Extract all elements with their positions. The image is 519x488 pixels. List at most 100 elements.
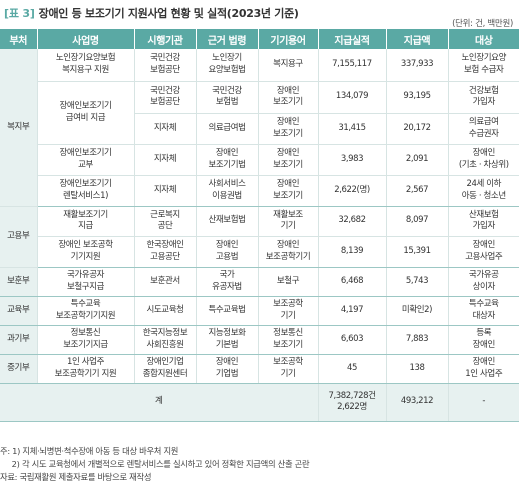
amount-cell: 미확인2): [385, 296, 448, 326]
law-cell: 국민건강 보험법: [195, 81, 258, 114]
target-cell: 24세 이하 아동 · 청소년: [447, 175, 519, 207]
ministry-cell: 복지부: [0, 49, 37, 207]
term-cell: 보철구: [257, 267, 318, 297]
term-cell: 장애인 보조기기: [257, 175, 318, 207]
agency-cell: 한국장애인 고용공단: [133, 236, 196, 268]
count-cell: 32,682: [317, 206, 386, 237]
law-cell: 장애인 기업법: [195, 354, 258, 384]
program-cell: 재활보조기기 지급: [36, 206, 134, 237]
target-cell: 국가유공 상이자: [447, 267, 519, 297]
term-cell: 재활보조 기기: [257, 206, 318, 237]
amount-cell: 5,743: [385, 267, 448, 297]
table-row: 과기부 정보통신 보조기기지급 한국지능정보 사회진흥원 지능정보화 기본법 정…: [0, 325, 519, 355]
header-amount: 지급액: [386, 29, 449, 49]
footnote-1: 주: 1) 지체·뇌병변·척수장애 아동 등 대상 바우처 지원: [0, 446, 179, 456]
law-cell: 장애인 고용법: [195, 236, 258, 268]
count-cell: 31,415: [317, 113, 386, 145]
term-cell: 장애인 보조공학기기: [257, 236, 318, 268]
target-cell: 특수교육 대상자: [447, 296, 519, 326]
table-row: 장애인보조기기 교부 지자체 장애인 보조기기법 장애인 보조기기 3,983 …: [0, 144, 519, 176]
amount-cell: 2,567: [385, 175, 448, 207]
term-cell: 보조공학 기기: [257, 354, 318, 384]
program-cell: 국가유공자 보철구지급: [36, 267, 134, 297]
source-note: 자료: 국립재활원 제출자료를 바탕으로 재작성: [0, 472, 152, 482]
header-agency: 시행기관: [134, 29, 197, 49]
amount-cell: 93,195: [385, 81, 448, 114]
count-cell: 134,079: [317, 81, 386, 114]
ministry-cell: 교육부: [0, 296, 37, 326]
target-cell: 장애인 (기초 · 차상위): [447, 144, 519, 176]
program-cell: 장애인보조기기 렌탈서비스1): [36, 175, 134, 207]
law-cell: 장애인 보조기기법: [195, 144, 258, 176]
table-row: 장애인보조기기 렌탈서비스1) 지자체 사회서비스 이용권법 장애인 보조기기 …: [0, 175, 519, 207]
count-cell: 6,603: [317, 325, 386, 355]
program-cell: 1인 사업주 보조공학기기 지원: [36, 354, 134, 384]
amount-cell: 138: [385, 354, 448, 384]
total-target: -: [447, 382, 519, 422]
table-row: 복지부 노인장기요양보험 복지용구 지원 국민건강 보험공단 노인장기 요양보험…: [0, 49, 519, 207]
header-count: 지급실적: [318, 29, 387, 49]
program-cell: 노인장기요양보험 복지용구 지원: [36, 49, 134, 82]
support-program-table: 부처 사업명 시행기관 근거 법령 기기용어 지급실적 지급액 대상 복지부 노…: [0, 29, 519, 422]
term-cell: 보조공학 기기: [257, 296, 318, 326]
term-cell: 정보통신 보조기기: [257, 325, 318, 355]
amount-cell: 8,097: [385, 206, 448, 237]
law-cell: 지능정보화 기본법: [195, 325, 258, 355]
agency-cell: 지자체: [133, 113, 196, 145]
agency-cell: 근로복지 공단: [133, 206, 196, 237]
total-row: 계 7,382,728건 2,622명 493,212 -: [0, 382, 519, 422]
program-cell: 정보통신 보조기기지급: [36, 325, 134, 355]
agency-cell: 보훈관서: [133, 267, 196, 297]
agency-cell: 장애인기업 종합지원센터: [133, 354, 196, 384]
target-cell: 의료급여 수급권자: [447, 113, 519, 145]
header-term: 기기용어: [258, 29, 319, 49]
count-cell: 2,622(명): [317, 175, 386, 207]
agency-cell: 지자체: [133, 175, 196, 207]
target-cell: 장애인 고용사업주: [447, 236, 519, 268]
target-cell: 산재보험 가입자: [447, 206, 519, 237]
total-label: 계: [0, 382, 318, 422]
term-cell: 복지용구: [257, 49, 318, 82]
amount-cell: 20,172: [385, 113, 448, 145]
count-cell: 6,468: [317, 267, 386, 297]
law-cell: 사회서비스 이용권법: [195, 175, 258, 207]
total-count: 7,382,728건 2,622명: [317, 382, 386, 422]
table-row: 고용부 재활보조기기 지급 근로복지 공단 산재보험법 재활보조 기기 32,6…: [0, 206, 519, 268]
amount-cell: 2,091: [385, 144, 448, 176]
law-cell: 국가 유공자법: [195, 267, 258, 297]
amount-cell: 15,391: [385, 236, 448, 268]
agency-cell: 시도교육청: [133, 296, 196, 326]
term-cell: 장애인 보조기기: [257, 113, 318, 145]
table-row: 교육부 특수교육 보조공학기기지원 시도교육청 특수교육법 보조공학 기기 4,…: [0, 296, 519, 326]
ministry-cell: 고용부: [0, 206, 37, 268]
header-target: 대상: [448, 29, 519, 49]
ministry-cell: 과기부: [0, 325, 37, 355]
amount-cell: 337,933: [385, 49, 448, 82]
table-header-row: 부처 사업명 시행기관 근거 법령 기기용어 지급실적 지급액 대상: [0, 29, 519, 49]
program-cell: 특수교육 보조공학기기지원: [36, 296, 134, 326]
law-cell: 특수교육법: [195, 296, 258, 326]
law-cell: 의료급여법: [195, 113, 258, 145]
count-cell: 4,197: [317, 296, 386, 326]
term-cell: 장애인 보조기기: [257, 144, 318, 176]
target-cell: 건강보험 가입자: [447, 81, 519, 114]
program-cell: 장애인 보조공학 기기지원: [36, 236, 134, 268]
agency-cell: 지자체: [133, 144, 196, 176]
unit-label: (단위: 건, 백만원): [452, 19, 513, 29]
agency-cell: 국민건강 보험공단: [133, 49, 196, 82]
amount-cell: 7,883: [385, 325, 448, 355]
law-cell: 산재보험법: [195, 206, 258, 237]
term-cell: 장애인 보조기기: [257, 81, 318, 114]
footnotes: 주: 1) 지체·뇌병변·척수장애 아동 등 대상 바우처 지원 2) 각 시도…: [0, 445, 310, 484]
count-cell: 3,983: [317, 144, 386, 176]
table-row: 지자체 의료급여법 장애인 보조기기 31,415 20,172 의료급여 수급…: [0, 113, 519, 145]
law-cell: 노인장기 요양보험법: [195, 49, 258, 82]
agency-cell: 국민건강 보험공단: [133, 81, 196, 114]
header-law: 근거 법령: [196, 29, 259, 49]
count-cell: 45: [317, 354, 386, 384]
header-program: 사업명: [37, 29, 135, 49]
program-cell: 장애인보조기기 교부: [36, 144, 134, 176]
target-cell: 노인장기요양 보험 수급자: [447, 49, 519, 82]
footnote-2: 2) 각 시도 교육청에서 개별적으로 렌탈서비스를 실시하고 있어 정확한 지…: [0, 459, 310, 469]
ministry-cell: 보훈부: [0, 267, 37, 297]
